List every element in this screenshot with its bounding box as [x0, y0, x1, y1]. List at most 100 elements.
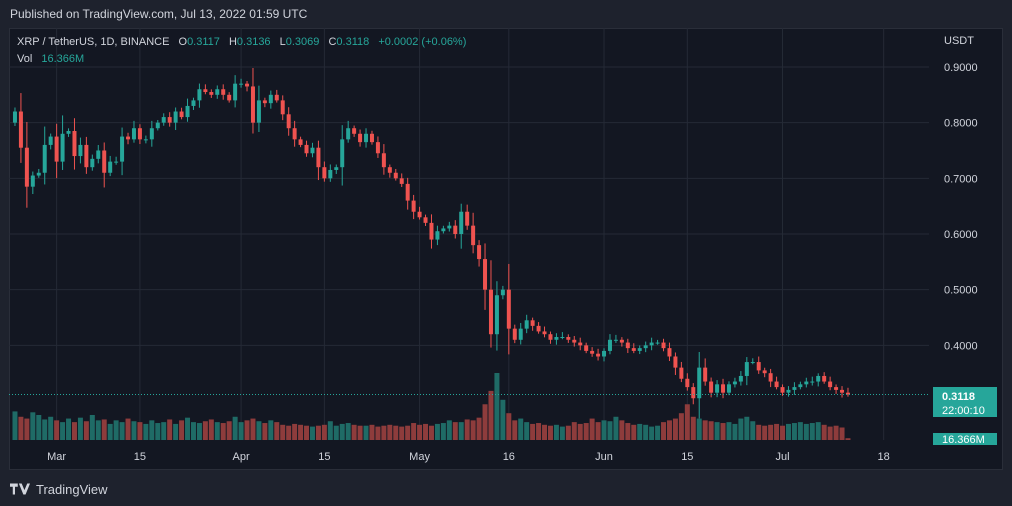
volume-bar — [333, 425, 339, 440]
candle-body — [655, 342, 660, 344]
candle-body — [744, 362, 749, 376]
volume-bar — [446, 420, 452, 440]
candle-body — [715, 384, 720, 393]
volume-bar — [357, 425, 363, 440]
candle-body — [215, 89, 220, 95]
candle-body — [488, 289, 493, 335]
volume-bar — [672, 418, 678, 440]
candle-body — [810, 381, 815, 383]
countdown-label: 22:00:10 — [942, 405, 985, 417]
volume-bar — [238, 422, 244, 440]
volume-bar — [440, 423, 446, 440]
volume-bar — [292, 423, 298, 440]
footer-brand[interactable]: TradingView — [10, 478, 108, 500]
volume-bar — [179, 420, 185, 440]
price-chart[interactable]: USDT 0.9000 0.8000 0.7000 0.6000 0.5000 0.400… — [9, 28, 1003, 470]
candle-body — [66, 131, 71, 134]
volume-bar — [417, 424, 423, 440]
y-tick-label: 0.9000 — [944, 62, 978, 74]
volume-bar — [625, 423, 631, 440]
candle-body — [191, 100, 196, 106]
candle-body — [340, 139, 345, 168]
symbol-label[interactable]: XRP / TetherUS, 1D, BINANCE — [17, 36, 170, 48]
volume-bar — [720, 423, 726, 440]
candle-body — [548, 334, 553, 340]
x-tick-label: 18 — [878, 451, 890, 463]
volume-bar — [190, 422, 196, 440]
candle-body — [250, 86, 255, 123]
candle-body — [90, 158, 95, 168]
time-axis[interactable]: Mar 15 Apr 15 May 16 Jun 15 Jul 18 — [47, 451, 890, 463]
volume-bar — [95, 420, 101, 440]
candles — [12, 68, 850, 419]
volume-bar — [530, 423, 536, 440]
tradingview-logo-icon — [10, 483, 30, 495]
volume-bar — [280, 424, 286, 440]
candle-body — [566, 337, 571, 340]
volume-bar — [119, 422, 125, 440]
y-tick-label: 0.5000 — [944, 285, 978, 297]
volume-bar — [137, 422, 143, 440]
volume-bar — [470, 420, 476, 440]
volume-bar — [351, 424, 357, 440]
candle-body — [483, 259, 488, 290]
candle-body — [494, 295, 499, 335]
volume-bar — [661, 422, 667, 440]
volume-bar — [101, 419, 107, 440]
volume-bar — [309, 426, 315, 440]
volume-bar — [375, 426, 381, 440]
price-axis[interactable]: USDT 0.9000 0.8000 0.7000 0.6000 0.5000 0.400… — [944, 35, 978, 352]
volume-bar — [369, 424, 375, 440]
candle-body — [721, 384, 726, 393]
candle-body — [233, 83, 238, 101]
candle-body — [691, 387, 696, 399]
volume-bar — [726, 422, 732, 440]
volume-bar — [405, 425, 411, 440]
candle-body — [530, 320, 535, 326]
volume-bar — [155, 423, 161, 440]
candle-body — [542, 331, 547, 335]
volume-bar — [833, 425, 839, 440]
candle-body — [697, 367, 702, 399]
currency-label: USDT — [944, 35, 974, 47]
low-value: 0.3069 — [285, 36, 320, 48]
y-tick-label: 0.8000 — [944, 118, 978, 130]
volume-bar — [809, 423, 815, 440]
volume-bar — [506, 413, 512, 440]
candle-body — [685, 378, 690, 388]
volume-bar — [149, 420, 155, 440]
candle-body — [768, 373, 773, 382]
volume-bar — [161, 422, 167, 440]
volume-bar — [107, 423, 113, 440]
volume-bar — [202, 421, 208, 440]
candle-body — [619, 339, 624, 343]
volume-bar — [649, 426, 655, 440]
published-label: Published on TradingView.com, Jul 13, 20… — [10, 7, 308, 21]
volume-bar — [185, 417, 191, 440]
candle-body — [459, 211, 464, 234]
chart-frame — [9, 28, 1003, 470]
volume-bar — [321, 424, 327, 440]
volume-bar — [643, 424, 649, 440]
candle-body — [72, 131, 77, 157]
volume-bar — [434, 423, 440, 440]
last-price-tag: 0.3118 22:00:10 — [933, 387, 997, 417]
candle-body — [441, 228, 446, 232]
volume-bar — [226, 421, 232, 440]
volume-bar — [298, 424, 304, 440]
volume-bar — [547, 425, 553, 440]
volume-bar — [542, 424, 548, 440]
volume-bar — [845, 438, 851, 440]
volume-bar — [494, 373, 500, 440]
candle-body — [607, 339, 612, 351]
candle-body — [120, 136, 125, 162]
candle-body — [649, 342, 654, 346]
vol-key[interactable]: Vol — [17, 53, 33, 65]
candle-body — [477, 245, 482, 260]
candle-body — [417, 211, 422, 218]
volume-bar — [476, 417, 482, 440]
candle-body — [411, 200, 416, 212]
volume-bar — [595, 422, 601, 440]
candle-body — [102, 150, 107, 173]
candle-body — [203, 89, 208, 93]
